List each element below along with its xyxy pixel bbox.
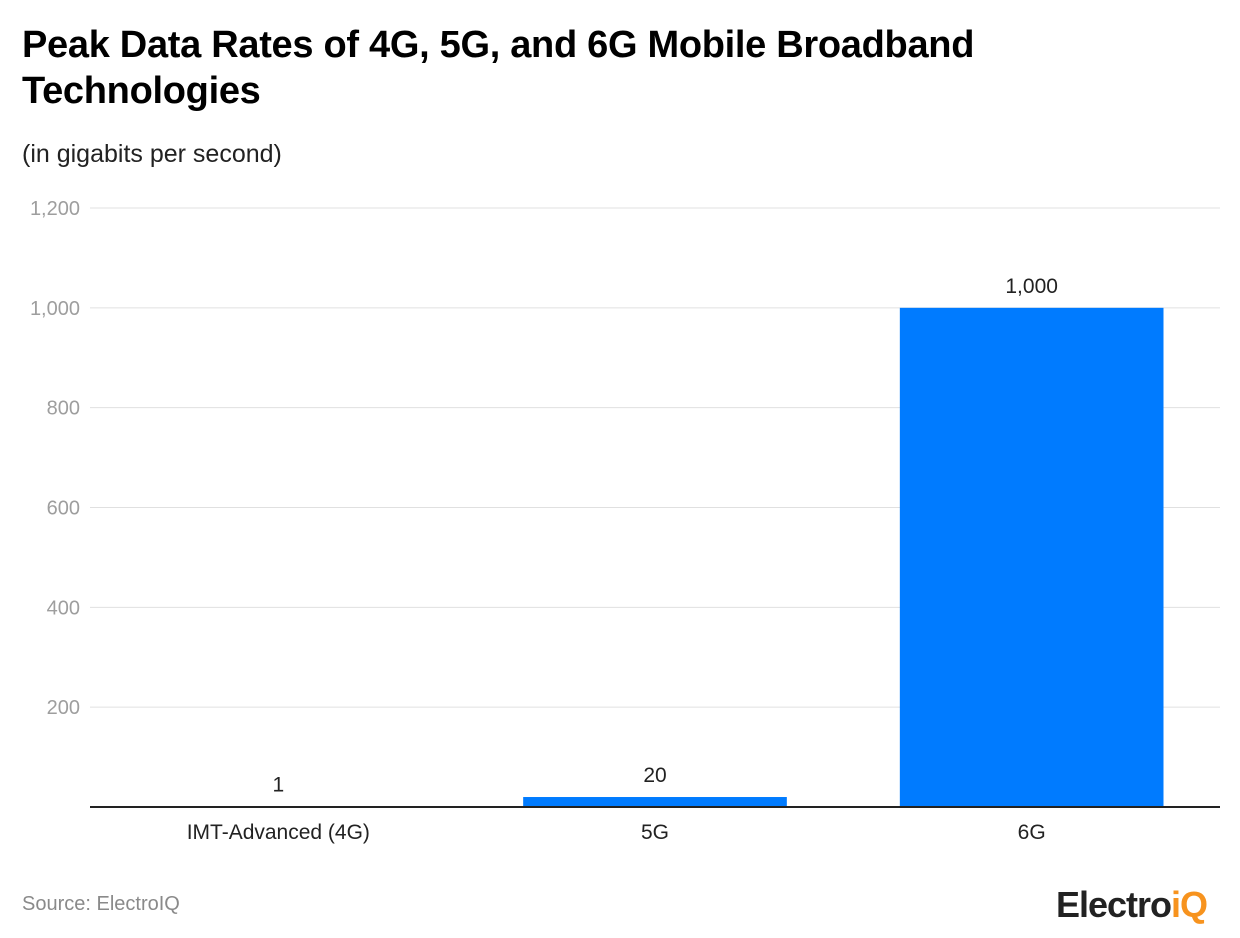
x-tick-label: 5G bbox=[641, 821, 669, 844]
y-tick-label: 600 bbox=[47, 498, 80, 520]
bar bbox=[899, 307, 1164, 807]
source-note: Source: ElectroIQ bbox=[22, 893, 180, 915]
data-label: 1,000 bbox=[1005, 275, 1058, 298]
y-tick-label: 1,000 bbox=[30, 298, 80, 320]
data-label: 20 bbox=[643, 764, 666, 787]
bar bbox=[523, 797, 787, 807]
y-tick-label: 1,200 bbox=[30, 198, 80, 220]
x-tick-label: IMT-Advanced (4G) bbox=[187, 821, 370, 844]
chart-subtitle: (in gigabits per second) bbox=[22, 140, 282, 168]
electroiq-logo: ElectroiQ bbox=[1056, 884, 1208, 925]
data-label: 1 bbox=[272, 774, 284, 797]
y-tick-label: 400 bbox=[47, 597, 80, 619]
x-tick-label: 6G bbox=[1018, 821, 1046, 844]
y-tick-label: 800 bbox=[47, 398, 80, 420]
chart-title: Peak Data Rates of 4G, 5G, and 6G Mobile… bbox=[22, 24, 975, 112]
y-tick-label: 200 bbox=[47, 697, 80, 719]
